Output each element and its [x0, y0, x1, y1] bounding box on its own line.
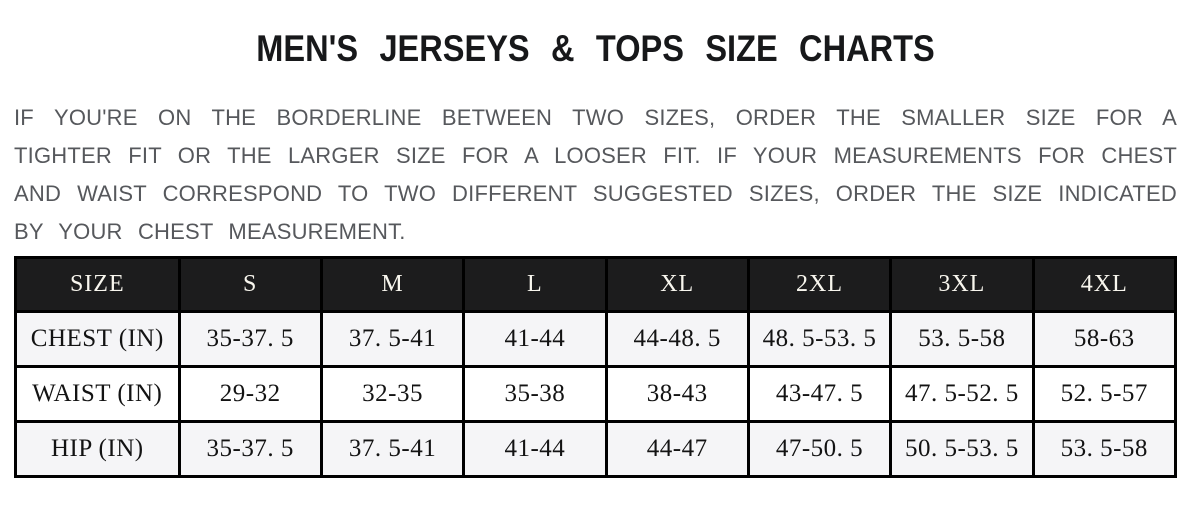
table-row-waist: WAIST (IN) 29-32 32-35 35-38 38-43 43-47…	[14, 365, 1178, 423]
table-cell: 37. 5-41	[319, 420, 466, 478]
table-cell: 32-35	[319, 365, 466, 423]
column-header-xl: XL	[604, 256, 750, 313]
table-cell: 50. 5-53. 5	[889, 420, 1035, 478]
table-cell: 29-32	[177, 365, 323, 423]
intro-line-3: AND WAIST CORRESPOND TO TWO DIFFERENT SU…	[14, 181, 1177, 206]
table-cell: 43-47. 5	[746, 365, 893, 423]
table-cell: 53. 5-58	[1031, 420, 1178, 478]
intro-paragraph: IF YOU'RE ON THE BORDERLINE BETWEEN TWO …	[14, 99, 1177, 251]
column-header-size: SIZE	[14, 256, 181, 313]
table-cell: 52. 5-57	[1031, 365, 1178, 423]
table-row-hip: HIP (IN) 35-37. 5 37. 5-41 41-44 44-47 4…	[14, 420, 1178, 478]
column-header-m: M	[319, 256, 466, 313]
row-label-hip: HIP (IN)	[14, 420, 181, 478]
table-row-chest: CHEST (IN) 35-37. 5 37. 5-41 41-44 44-48…	[14, 310, 1178, 368]
table-cell: 41-44	[462, 420, 608, 478]
table-cell: 44-47	[604, 420, 750, 478]
table-cell: 48. 5-53. 5	[746, 310, 893, 368]
table-cell: 58-63	[1031, 310, 1178, 368]
table-cell: 37. 5-41	[319, 310, 466, 368]
row-label-chest: CHEST (IN)	[14, 310, 181, 368]
row-label-waist: WAIST (IN)	[14, 365, 181, 423]
column-header-4xl: 4XL	[1031, 256, 1178, 313]
size-table: SIZE S M L XL 2XL 3XL 4XL CHEST (IN) 35-…	[14, 256, 1178, 478]
page-title: MEN'S JERSEYS & TOPS SIZE CHARTS	[256, 28, 935, 69]
table-cell: 47. 5-52. 5	[889, 365, 1035, 423]
title-area: MEN'S JERSEYS & TOPS SIZE CHARTS	[0, 0, 1191, 70]
table-cell: 35-37. 5	[177, 420, 323, 478]
column-header-l: L	[462, 256, 608, 313]
table-cell: 47-50. 5	[746, 420, 893, 478]
table-cell: 53. 5-58	[889, 310, 1035, 368]
intro-line-1: IF YOU'RE ON THE BORDERLINE BETWEEN TWO …	[14, 105, 1177, 130]
column-header-3xl: 3XL	[889, 256, 1035, 313]
column-header-2xl: 2XL	[746, 256, 893, 313]
table-header-row: SIZE S M L XL 2XL 3XL 4XL	[14, 256, 1178, 313]
column-header-s: S	[177, 256, 323, 313]
table-cell: 38-43	[604, 365, 750, 423]
table-cell: 44-48. 5	[604, 310, 750, 368]
table-cell: 41-44	[462, 310, 608, 368]
intro-line-2: TIGHTER FIT OR THE LARGER SIZE FOR A LOO…	[14, 143, 1177, 168]
table-cell: 35-38	[462, 365, 608, 423]
table-cell: 35-37. 5	[177, 310, 323, 368]
intro-line-4: BY YOUR CHEST MEASUREMENT.	[14, 219, 406, 244]
